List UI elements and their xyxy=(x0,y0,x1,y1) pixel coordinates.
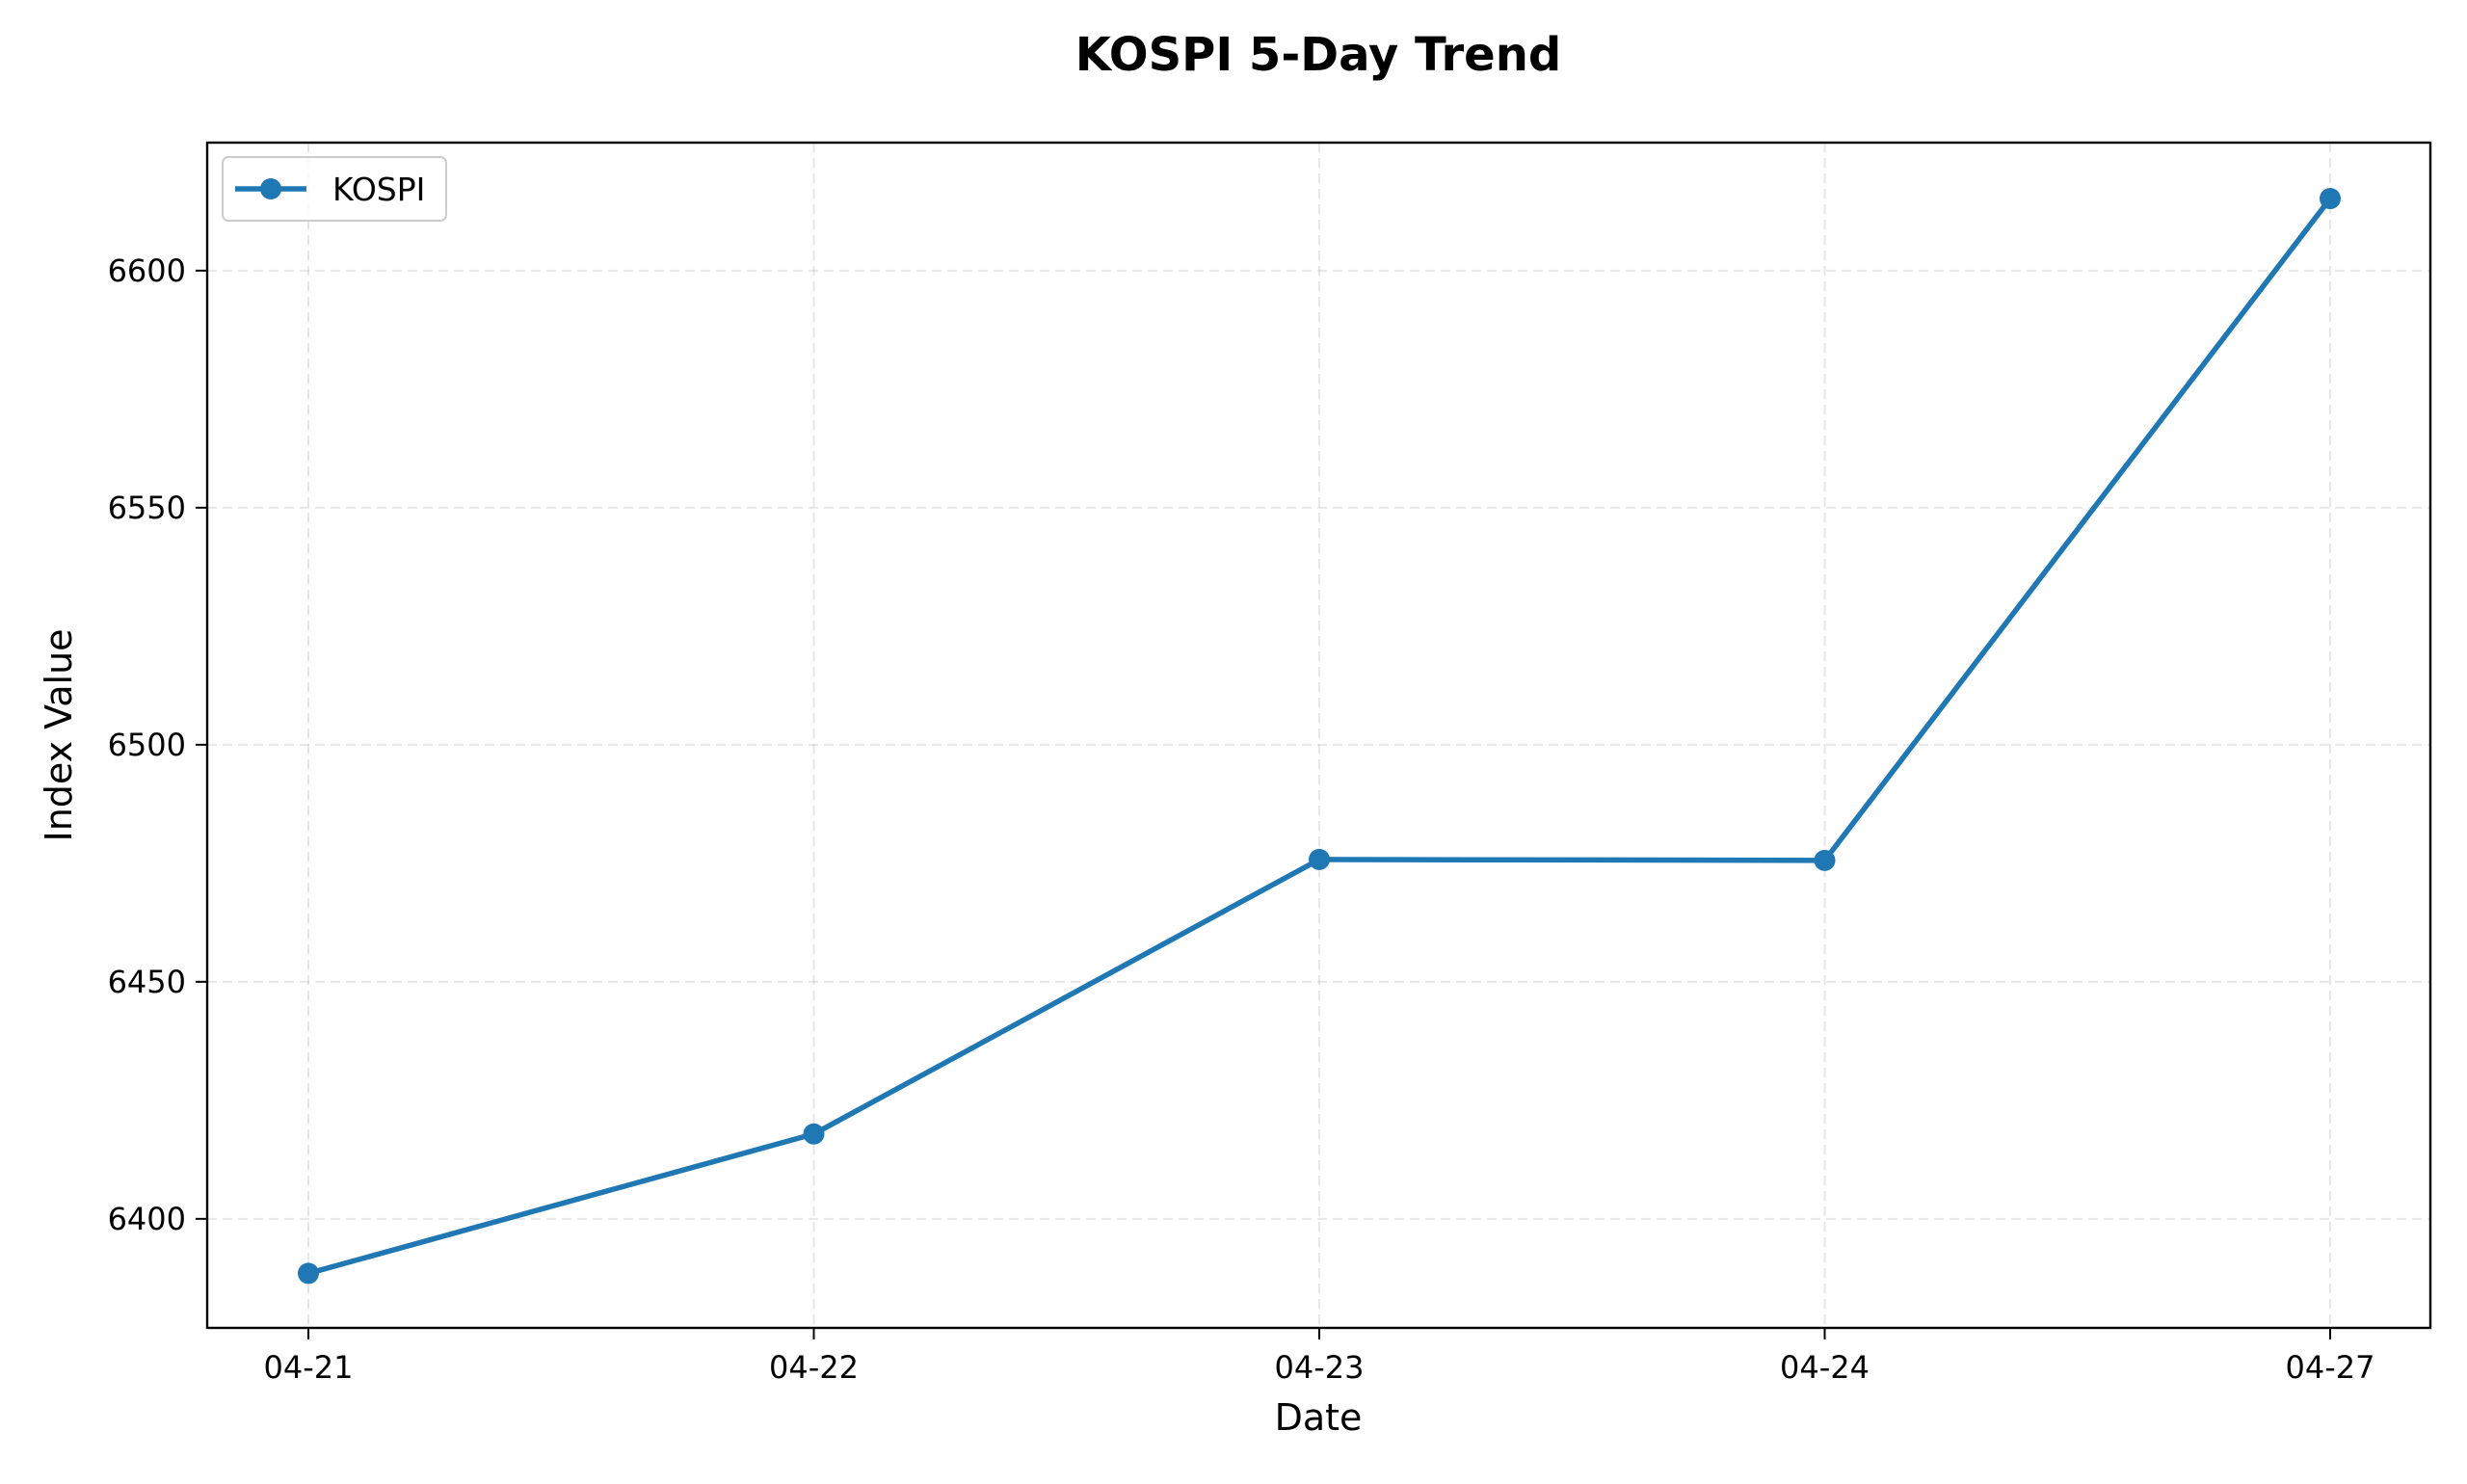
y-axis-label: Index Value xyxy=(38,628,80,841)
data-point xyxy=(803,1123,825,1145)
legend: KOSPI xyxy=(222,156,447,222)
x-axis-label: Date xyxy=(1275,1396,1363,1439)
data-point xyxy=(1309,848,1330,870)
x-tick-label: 04-21 xyxy=(264,1349,354,1386)
x-tick-label: 04-22 xyxy=(769,1349,859,1386)
x-tick-label: 04-27 xyxy=(2286,1349,2375,1386)
y-tick-label: 6550 xyxy=(108,490,186,526)
x-tick-label: 04-23 xyxy=(1275,1349,1365,1386)
data-point xyxy=(1814,849,1836,871)
data-point xyxy=(298,1262,319,1285)
series-layer xyxy=(298,188,2341,1285)
legend-label-kospi: KOSPI xyxy=(332,171,425,208)
y-tick-label: 6400 xyxy=(108,1201,186,1237)
y-tick-label: 6500 xyxy=(108,727,186,763)
y-tick-label: 6450 xyxy=(108,964,186,1000)
grid-lines xyxy=(207,143,2430,1328)
axis-ticks: 04-21 04-22 04-23 04-24 04-27 6400 6450 6500 655… xyxy=(108,252,2375,1386)
legend-box xyxy=(222,156,447,222)
y-tick-label: 6600 xyxy=(108,252,186,289)
data-point xyxy=(2320,188,2341,210)
legend-marker-kospi xyxy=(260,178,281,199)
x-tick-label: 04-24 xyxy=(1780,1349,1870,1386)
chart-title: KOSPI 5-Day Trend xyxy=(1075,28,1561,82)
